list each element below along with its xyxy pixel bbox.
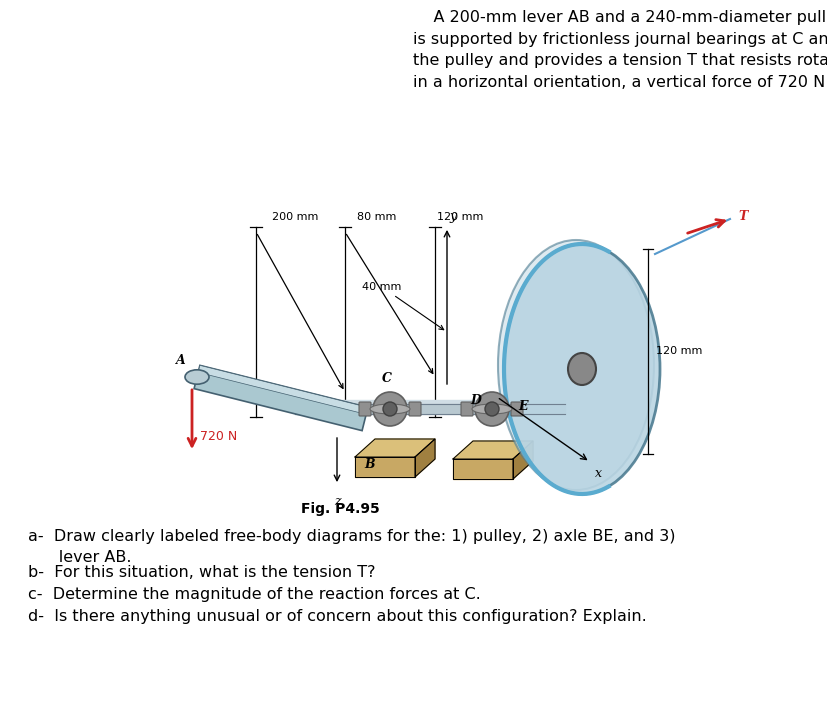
Text: 40 mm: 40 mm [362, 282, 444, 330]
Text: B: B [365, 457, 375, 470]
FancyBboxPatch shape [359, 402, 371, 416]
Polygon shape [198, 366, 368, 414]
Polygon shape [295, 404, 565, 414]
Text: A: A [176, 354, 186, 368]
Ellipse shape [504, 244, 660, 494]
Ellipse shape [498, 240, 654, 490]
Text: 120 mm: 120 mm [656, 346, 702, 356]
Ellipse shape [185, 370, 209, 384]
Text: 200 mm: 200 mm [272, 212, 318, 222]
Text: y: y [449, 210, 457, 223]
Ellipse shape [373, 392, 407, 426]
Text: C: C [382, 373, 392, 386]
Polygon shape [453, 441, 533, 459]
Text: c-  Determine the magnitude of the reaction forces at C.: c- Determine the magnitude of the reacti… [28, 587, 480, 602]
Text: T: T [738, 211, 748, 224]
Text: x: x [595, 467, 602, 480]
Ellipse shape [472, 404, 512, 414]
Ellipse shape [370, 404, 410, 414]
Text: 720 N: 720 N [200, 430, 237, 444]
Ellipse shape [485, 402, 499, 416]
Polygon shape [453, 459, 513, 479]
Ellipse shape [383, 402, 397, 416]
Ellipse shape [568, 353, 596, 385]
FancyBboxPatch shape [461, 402, 473, 416]
Text: d-  Is there anything unusual or of concern about this configuration? Explain.: d- Is there anything unusual or of conce… [28, 609, 647, 624]
Text: E: E [518, 401, 528, 414]
Polygon shape [415, 439, 435, 477]
Text: Fig. P4.95: Fig. P4.95 [301, 502, 380, 516]
FancyBboxPatch shape [511, 402, 523, 416]
Polygon shape [194, 366, 368, 431]
Text: D: D [471, 394, 481, 407]
Text: A 200-mm lever AB and a 240-mm-diameter pulley are welded to the axle BE, which
: A 200-mm lever AB and a 240-mm-diameter … [413, 10, 827, 90]
Text: a-  Draw clearly labeled free-body diagrams for the: 1) pulley, 2) axle BE, and : a- Draw clearly labeled free-body diagra… [28, 529, 676, 565]
Text: z: z [333, 495, 341, 508]
Text: 80 mm: 80 mm [357, 212, 396, 222]
Polygon shape [295, 400, 565, 404]
Text: b-  For this situation, what is the tension T?: b- For this situation, what is the tensi… [28, 565, 375, 580]
Text: 120 mm: 120 mm [437, 212, 483, 222]
Polygon shape [513, 441, 533, 479]
Polygon shape [355, 457, 415, 477]
Polygon shape [355, 439, 435, 457]
FancyBboxPatch shape [409, 402, 421, 416]
Ellipse shape [475, 392, 509, 426]
